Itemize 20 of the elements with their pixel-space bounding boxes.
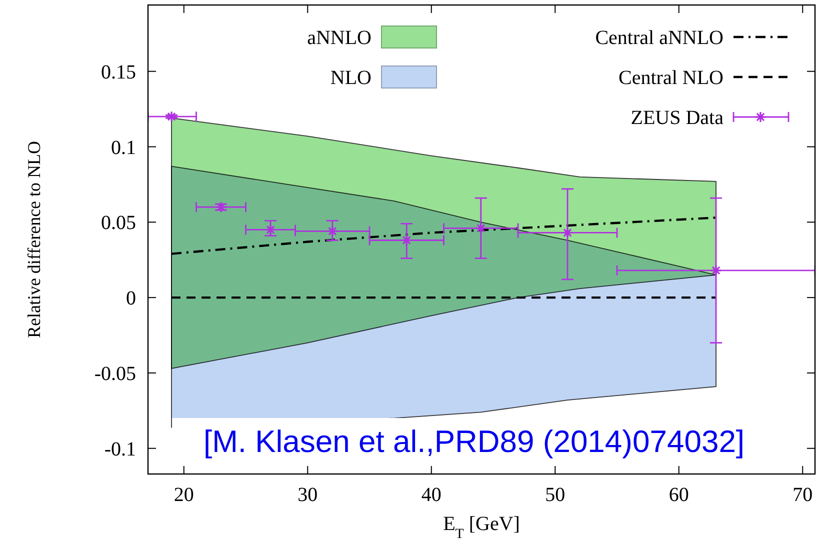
y-tick-label: 0 bbox=[126, 288, 136, 310]
y-tick-label: 0.15 bbox=[101, 61, 136, 84]
legend-label: Central aNNLO bbox=[595, 27, 724, 49]
x-tick-label: 70 bbox=[792, 484, 813, 506]
x-tick-label: 50 bbox=[545, 484, 566, 506]
x-tick-label: 20 bbox=[174, 484, 194, 506]
x-axis-title: E$_{T}$ [GeV] bbox=[443, 513, 520, 540]
legend-label: ZEUS Data bbox=[630, 107, 724, 129]
x-tick-label: 30 bbox=[298, 484, 318, 506]
legend-label: NLO bbox=[330, 67, 372, 89]
x-tick-label: 60 bbox=[668, 484, 689, 506]
y-tick-label: 0.1 bbox=[111, 136, 136, 159]
y-axis-title: Relative difference to NLO bbox=[24, 140, 44, 338]
legend-label: aNNLO bbox=[307, 27, 372, 49]
legend-label: Central NLO bbox=[618, 67, 724, 89]
x-tick-label: 40 bbox=[421, 484, 442, 506]
annotation: [M. Klasen et al.,PRD89 (2014)074032] bbox=[203, 424, 745, 459]
y-tick-label: -0.05 bbox=[94, 362, 136, 385]
y-tick-label: -0.1 bbox=[104, 438, 136, 460]
y-tick-label: 0.05 bbox=[101, 212, 136, 234]
